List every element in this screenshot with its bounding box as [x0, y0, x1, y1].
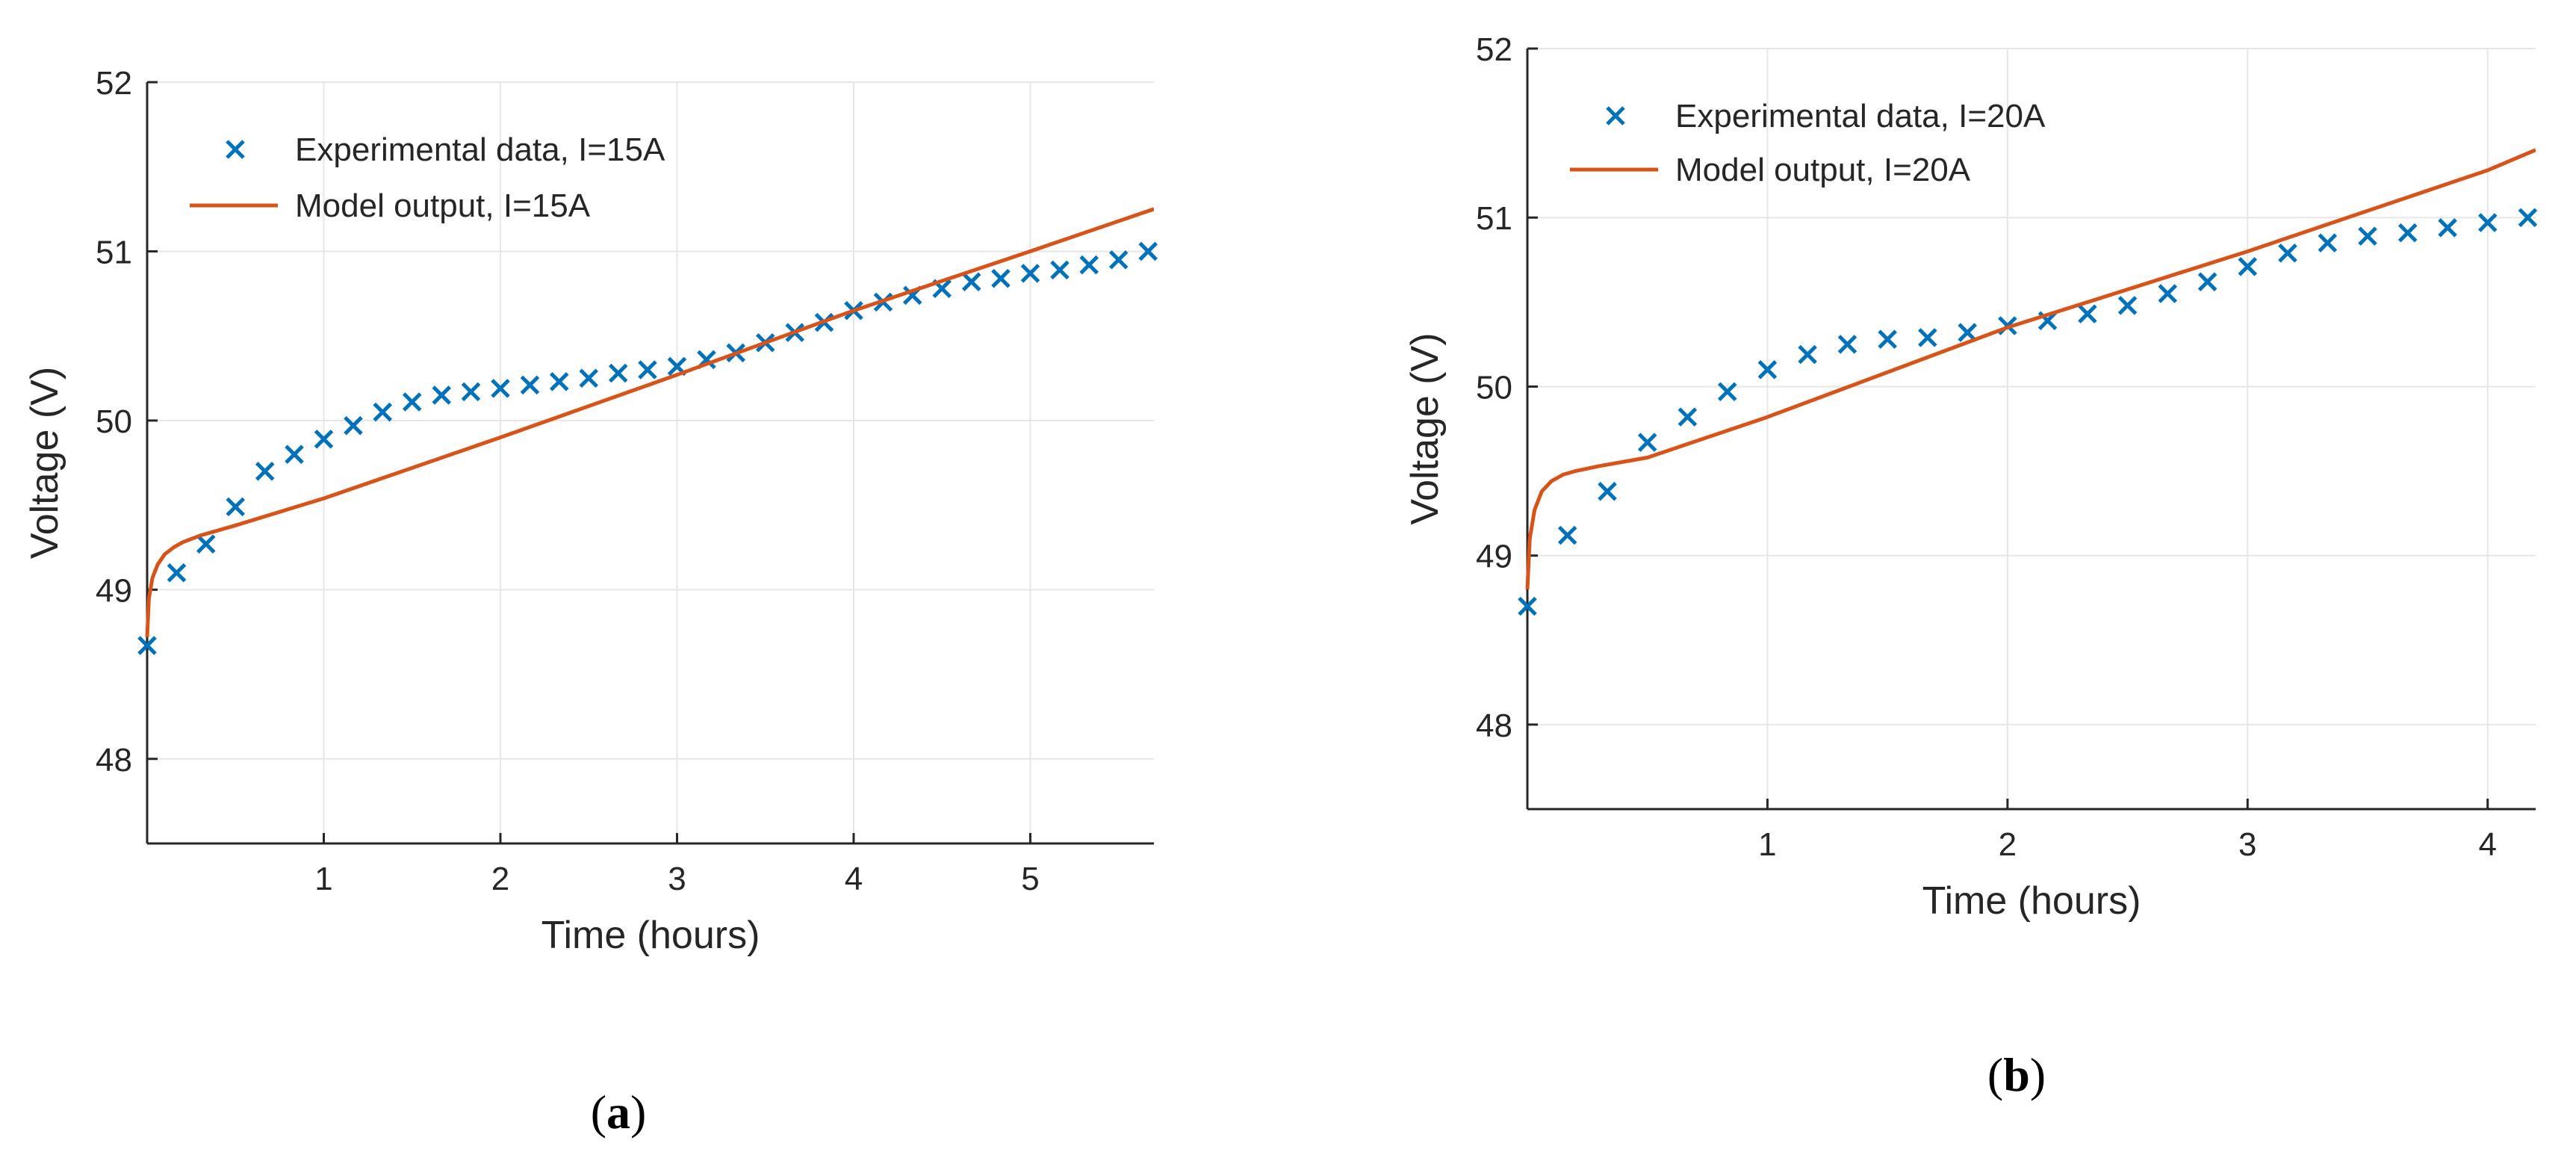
y-tick-label-a: 49 — [96, 572, 132, 609]
data-point-b — [2477, 213, 2498, 232]
data-point-a — [373, 402, 393, 422]
data-point-b — [2358, 226, 2377, 246]
data-point-b — [2158, 284, 2178, 303]
data-point-b — [1958, 323, 1977, 342]
data-point-a — [344, 415, 363, 436]
data-point-a — [402, 392, 422, 412]
legend-marker-swatch-a — [226, 140, 245, 159]
y-tick-label-b: 50 — [1476, 369, 1512, 406]
caption-a-letter: a — [606, 1086, 630, 1139]
data-point-a — [549, 372, 569, 391]
data-point-b — [2197, 272, 2217, 291]
caption-a: (a) — [591, 1086, 647, 1139]
data-point-b — [1837, 335, 1857, 354]
data-point-a — [461, 382, 481, 402]
data-point-a — [1079, 255, 1099, 275]
x-tick-label-b: 2 — [1999, 826, 2017, 863]
y-tick-label-b: 49 — [1476, 539, 1512, 575]
data-point-b — [2238, 257, 2258, 276]
data-point-a — [1138, 241, 1158, 261]
model-line-b — [1525, 148, 2536, 590]
x-tick-label-b: 3 — [2238, 826, 2256, 863]
caption-b-letter: b — [2003, 1048, 2030, 1101]
data-point-a — [226, 497, 246, 517]
data-point-a — [1020, 264, 1040, 283]
data-point-a — [137, 636, 157, 655]
data-point-b — [1757, 360, 1778, 380]
x-tick-label-a: 4 — [845, 861, 863, 897]
data-point-a — [432, 385, 451, 405]
data-point-b — [1798, 344, 1817, 365]
x-tick-label-a: 1 — [314, 861, 332, 897]
data-point-a — [608, 363, 628, 383]
data-point-b — [1598, 481, 1617, 501]
data-point-a — [579, 368, 598, 388]
legend-label-a: Model output, I=15A — [295, 188, 591, 224]
x-tick-label-a: 2 — [491, 861, 509, 897]
data-point-b — [2438, 218, 2457, 238]
y-tick-label-a: 51 — [96, 234, 132, 270]
panel-a-chart: 1 2 3 4 5 48 49 50 51 52 Time (hours) Voltage (V) Ex… — [23, 65, 1158, 957]
data-point-a — [991, 268, 1011, 288]
data-point-b — [2078, 304, 2097, 323]
x-tick-label-a: 3 — [668, 861, 686, 897]
data-point-a — [255, 462, 275, 481]
data-point-b — [1518, 596, 1537, 616]
legend-label-b: Model output, I=20A — [1675, 152, 1971, 188]
data-point-a — [1108, 250, 1129, 270]
data-point-b — [1878, 329, 1897, 349]
data-point-a — [285, 445, 304, 464]
legend-label-b: Experimental data, I=20A — [1675, 98, 2046, 134]
x-axis-label-a: Time (hours) — [541, 914, 760, 957]
data-point-b — [1677, 407, 1698, 427]
x-tick-label-b: 4 — [2478, 826, 2496, 863]
data-point-a — [1050, 260, 1070, 280]
x-axis-label-b: Time (hours) — [1922, 879, 2141, 923]
data-point-b — [1717, 382, 1737, 401]
data-point-b — [1918, 328, 1937, 347]
legend-marker-swatch-b — [1606, 106, 1625, 126]
data-point-a — [167, 563, 187, 583]
model-line-a — [145, 207, 1154, 637]
y-tick-label-b: 52 — [1476, 31, 1512, 68]
data-point-b — [2278, 243, 2297, 263]
data-point-b — [2518, 208, 2538, 227]
data-point-b — [2397, 223, 2418, 243]
y-axis-label-b: Voltage (V) — [1403, 332, 1447, 524]
data-point-a — [491, 379, 510, 398]
caption-b: (b) — [1987, 1048, 2046, 1101]
data-point-b — [2318, 233, 2338, 253]
data-point-a — [961, 272, 981, 291]
y-tick-label-a: 52 — [96, 65, 132, 102]
data-point-b — [2117, 296, 2138, 315]
y-tick-label-b: 51 — [1476, 200, 1512, 237]
data-point-a — [314, 430, 334, 449]
data-point-b — [1557, 525, 1577, 545]
data-point-a — [638, 360, 657, 380]
y-tick-label-a: 48 — [96, 742, 132, 778]
data-point-b — [1637, 433, 1657, 452]
data-point-a — [196, 534, 216, 554]
legend-label-a: Experimental data, I=15A — [295, 131, 665, 168]
y-axis-label-a: Voltage (V) — [23, 367, 66, 559]
x-tick-label-a: 5 — [1021, 861, 1039, 897]
panel-b-chart: 1 2 3 4 48 49 50 51 52 Time (hours) Voltage (V) Exp… — [1403, 31, 2538, 923]
y-tick-label-b: 48 — [1476, 707, 1512, 744]
y-tick-label-a: 50 — [96, 403, 132, 440]
data-point-a — [520, 375, 540, 395]
x-tick-label-b: 1 — [1758, 826, 1776, 863]
